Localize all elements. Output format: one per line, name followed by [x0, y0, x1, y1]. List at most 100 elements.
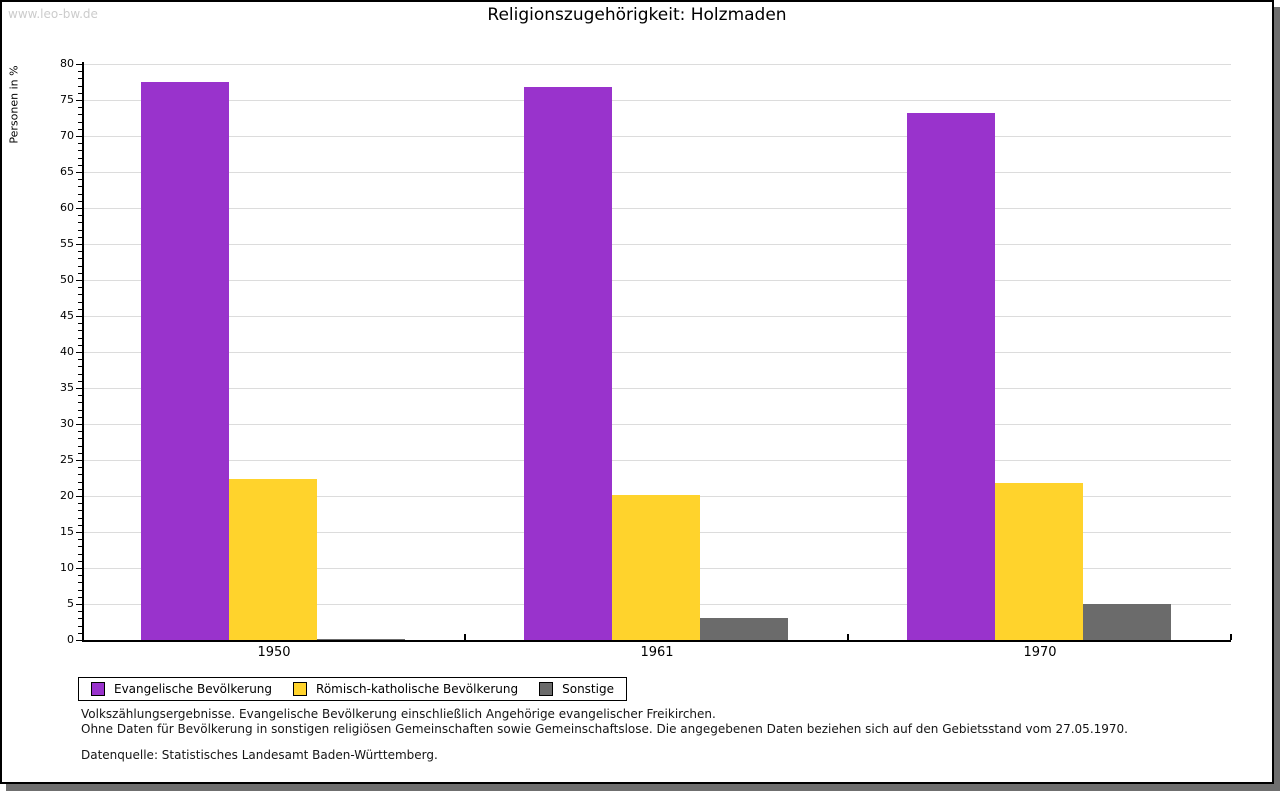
y-minor-tick-33	[78, 402, 82, 403]
y-major-tick-55	[76, 244, 82, 245]
legend-swatch-1	[293, 682, 308, 696]
y-minor-tick-6	[78, 597, 82, 598]
legend-item-0: Evangelische Bevölkerung	[91, 682, 272, 696]
gridline-y65	[82, 172, 1231, 173]
y-minor-tick-34	[78, 395, 82, 396]
y-minor-tick-4	[78, 611, 82, 612]
y-minor-tick-7	[78, 590, 82, 591]
y-minor-tick-47	[78, 302, 82, 303]
y-minor-tick-42	[78, 338, 82, 339]
bar-1970-series2	[1083, 604, 1171, 640]
x-group-tick-1	[464, 634, 466, 640]
x-tick-label-1961: 1961	[640, 645, 674, 660]
y-minor-tick-2	[78, 626, 82, 627]
legend-swatch-0	[91, 682, 105, 696]
y-minor-tick-61	[78, 201, 82, 202]
y-minor-tick-22	[78, 482, 82, 483]
y-minor-tick-62	[78, 194, 82, 195]
y-major-tick-25	[76, 460, 82, 461]
y-minor-tick-16	[78, 525, 82, 526]
y-minor-tick-31	[78, 417, 82, 418]
y-minor-tick-72	[78, 122, 82, 123]
gridline-y75	[82, 100, 1231, 101]
y-major-tick-15	[76, 532, 82, 533]
gridline-y80	[82, 64, 1231, 65]
y-minor-tick-41	[78, 345, 82, 346]
y-tick-label-15: 15	[60, 525, 74, 538]
y-minor-tick-48	[78, 294, 82, 295]
y-minor-tick-76	[78, 93, 82, 94]
y-tick-label-40: 40	[60, 345, 74, 358]
y-minor-tick-68	[78, 150, 82, 151]
y-minor-tick-8	[78, 582, 82, 583]
y-minor-tick-63	[78, 186, 82, 187]
y-tick-label-20: 20	[60, 489, 74, 502]
y-minor-tick-52	[78, 266, 82, 267]
y-minor-tick-32	[78, 410, 82, 411]
y-minor-tick-28	[78, 438, 82, 439]
y-major-tick-45	[76, 316, 82, 317]
y-tick-label-70: 70	[60, 129, 74, 142]
footnote-line-2: Ohne Daten für Bevölkerung in sonstigen …	[81, 721, 1128, 736]
y-minor-tick-14	[78, 539, 82, 540]
y-minor-tick-44	[78, 323, 82, 324]
y-minor-tick-53	[78, 258, 82, 259]
x-tick-label-1950: 1950	[257, 645, 291, 660]
data-source: Datenquelle: Statistisches Landesamt Bad…	[81, 748, 438, 762]
y-tick-label-30: 30	[60, 417, 74, 430]
gridline-y55	[82, 244, 1231, 245]
y-minor-tick-58	[78, 222, 82, 223]
legend-item-2: Sonstige	[539, 682, 614, 696]
y-minor-tick-79	[78, 71, 82, 72]
y-minor-tick-56	[78, 237, 82, 238]
y-minor-tick-66	[78, 165, 82, 166]
gridline-y40	[82, 352, 1231, 353]
y-minor-tick-37	[78, 374, 82, 375]
bar-1961-series1	[612, 495, 700, 640]
y-minor-tick-64	[78, 179, 82, 180]
y-minor-tick-13	[78, 546, 82, 547]
y-tick-label-35: 35	[60, 381, 74, 394]
y-minor-tick-3	[78, 618, 82, 619]
y-minor-tick-73	[78, 114, 82, 115]
y-major-tick-30	[76, 424, 82, 425]
bar-1961-series0	[524, 87, 612, 640]
gridline-y50	[82, 280, 1231, 281]
y-tick-label-0: 0	[67, 633, 74, 646]
y-minor-tick-23	[78, 474, 82, 475]
plot-area: 1950 1961 1970 0 5 10 15 20 25 30 35 40 45 50 55 60 65 70…	[2, 2, 1272, 782]
y-tick-label-50: 50	[60, 273, 74, 286]
y-tick-label-10: 10	[60, 561, 74, 574]
bar-1950-series0	[141, 82, 229, 640]
y-tick-label-25: 25	[60, 453, 74, 466]
y-minor-tick-69	[78, 143, 82, 144]
y-tick-label-65: 65	[60, 165, 74, 178]
x-axis-line	[82, 640, 1231, 642]
x-group-tick-3	[1230, 634, 1232, 640]
y-minor-tick-57	[78, 230, 82, 231]
y-minor-tick-17	[78, 518, 82, 519]
y-minor-tick-29	[78, 431, 82, 432]
y-minor-tick-54	[78, 251, 82, 252]
y-minor-tick-26	[78, 453, 82, 454]
page-title: Religionszugehörigkeit: Holzmaden	[487, 5, 787, 25]
y-major-tick-35	[76, 388, 82, 389]
gridline-y70	[82, 136, 1231, 137]
y-major-tick-65	[76, 172, 82, 173]
y-minor-tick-51	[78, 273, 82, 274]
y-major-tick-10	[76, 568, 82, 569]
y-minor-tick-78	[78, 78, 82, 79]
y-tick-label-75: 75	[60, 93, 74, 106]
y-minor-tick-11	[78, 561, 82, 562]
y-tick-label-45: 45	[60, 309, 74, 322]
y-minor-tick-1	[78, 633, 82, 634]
legend-label-1: Römisch-katholische Bevölkerung	[316, 682, 519, 696]
y-minor-tick-38	[78, 366, 82, 367]
y-tick-label-60: 60	[60, 201, 74, 214]
y-minor-tick-46	[78, 309, 82, 310]
footnote-line-1: Volkszählungsergebnisse. Evangelische Be…	[81, 707, 716, 721]
gridline-y35	[82, 388, 1231, 389]
gridline-y30	[82, 424, 1231, 425]
y-minor-tick-43	[78, 330, 82, 331]
